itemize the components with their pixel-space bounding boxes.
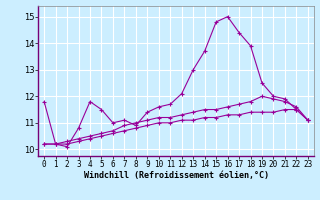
X-axis label: Windchill (Refroidissement éolien,°C): Windchill (Refroidissement éolien,°C) — [84, 171, 268, 180]
